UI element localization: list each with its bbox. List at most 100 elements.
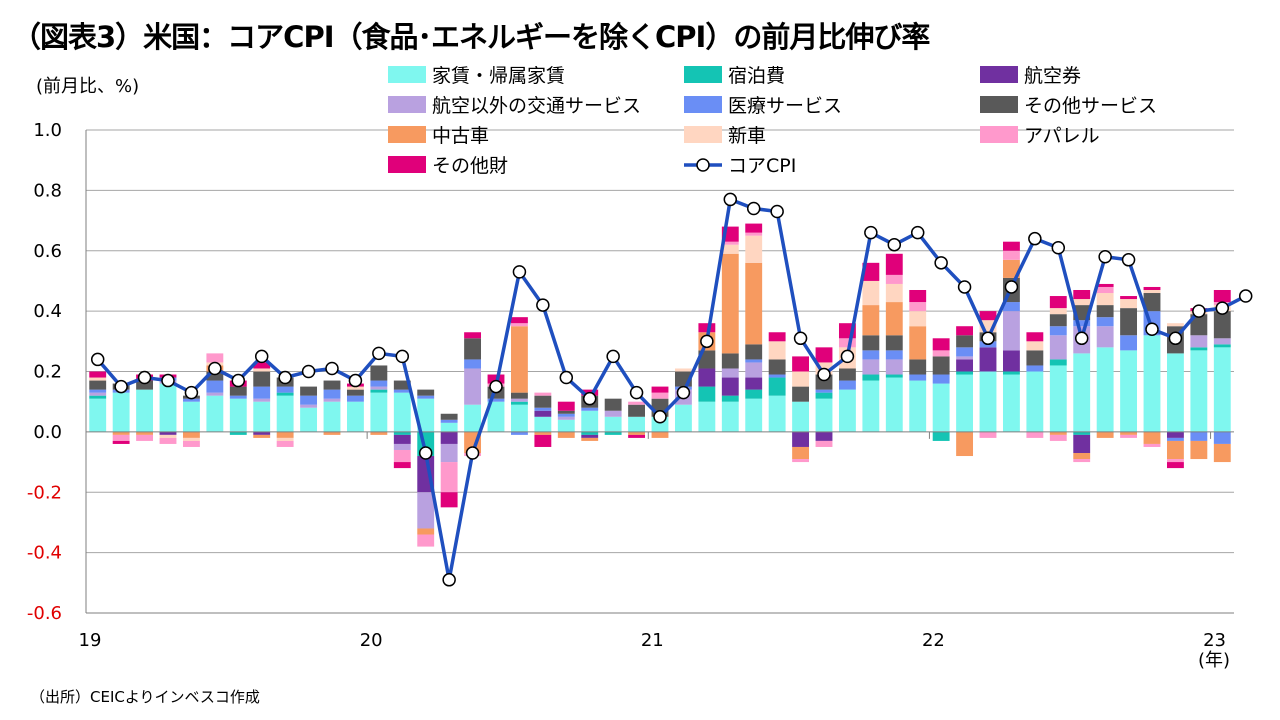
bar-segment	[651, 392, 669, 399]
bar-segment	[862, 335, 880, 351]
bar-segment	[745, 359, 763, 363]
core-cpi-point	[442, 573, 456, 587]
bar-segment	[932, 383, 950, 432]
bar-segment	[768, 341, 786, 360]
legend-swatch	[388, 156, 426, 173]
bar-segment	[1002, 259, 1020, 278]
bar-segment	[159, 437, 177, 444]
bar-segment	[440, 492, 458, 508]
bar-segment	[1120, 308, 1138, 336]
y-tick-label: 0.2	[33, 362, 62, 383]
bar-segment	[1213, 289, 1231, 303]
bar-segment	[1190, 335, 1208, 348]
bar-segment	[440, 413, 458, 420]
bar-segment	[745, 398, 763, 432]
core-cpi-point	[1215, 301, 1230, 315]
core-cpi-point	[1074, 331, 1089, 346]
bar-segment	[1190, 440, 1208, 460]
bar-segment	[89, 392, 107, 396]
bar-segment	[393, 389, 411, 393]
bar-segment	[909, 302, 927, 312]
bar-segment	[417, 398, 435, 432]
bar-segment	[581, 434, 599, 438]
bar-segment	[698, 350, 716, 369]
bar-segment	[862, 374, 880, 381]
bar-segment	[745, 235, 763, 263]
bar-segment	[745, 362, 763, 378]
bar-segment	[112, 392, 130, 432]
bar-segment	[1049, 314, 1067, 327]
bar-segment	[1002, 302, 1020, 312]
bar-segment	[1073, 453, 1091, 460]
core-cpi-point	[372, 346, 386, 361]
bar-segment	[323, 389, 341, 399]
core-cpi-point	[1145, 322, 1159, 336]
bar-segment	[721, 353, 739, 369]
bar-segment	[300, 404, 318, 408]
bar-segment	[604, 398, 622, 411]
bar-segment	[534, 395, 552, 408]
core-cpi-point	[418, 446, 433, 460]
bar-segment	[1190, 314, 1208, 336]
core-cpi-point	[137, 370, 152, 385]
bar-segment	[628, 401, 646, 405]
y-tick-label: 0.6	[33, 241, 62, 262]
y-tick-label: 1.0	[33, 120, 62, 141]
bar-segment	[510, 326, 528, 393]
core-cpi-point	[934, 256, 948, 270]
bar-segment	[768, 395, 786, 432]
bar-segment	[276, 392, 294, 396]
bar-segment	[1002, 241, 1020, 251]
bar-segment	[698, 368, 716, 387]
legend-label: 航空券	[1024, 65, 1081, 87]
bar-segment	[440, 419, 458, 423]
bar-segment	[323, 401, 341, 432]
core-cpi-point	[301, 364, 316, 379]
bar-segment	[1213, 311, 1231, 339]
bar-segment	[1143, 293, 1161, 312]
core-cpi-point	[208, 361, 222, 376]
bar-segment	[698, 401, 716, 432]
bar-segment	[464, 404, 482, 432]
x-tick-label: 21	[641, 630, 664, 651]
bar-segment	[1166, 431, 1184, 438]
bar-segment	[1166, 323, 1184, 327]
core-cpi-point	[582, 391, 597, 406]
x-tick-label: 20	[360, 630, 383, 651]
bar-segment	[534, 416, 552, 432]
bar-segment	[323, 398, 341, 402]
bar-segment	[370, 431, 388, 435]
bar-segment	[1049, 431, 1067, 435]
bar-segment	[792, 446, 810, 460]
y-tick-label: 0.8	[33, 180, 62, 201]
bar-segment	[253, 362, 271, 369]
bar-segment	[674, 404, 692, 432]
bar-segment	[1049, 326, 1067, 336]
core-cpi-point	[161, 373, 175, 388]
bar-segment	[1166, 353, 1184, 432]
core-cpi-point	[489, 379, 503, 394]
bar-segment	[956, 347, 974, 357]
bar-segment	[674, 368, 692, 372]
bar-segment	[370, 386, 388, 390]
x-axis-year-unit: (年)	[1198, 650, 1231, 671]
legend-label: アパレル	[1024, 125, 1100, 147]
legend-swatch	[980, 126, 1018, 143]
bar-segment	[206, 380, 224, 393]
bar-segment	[1073, 353, 1091, 432]
bar-segment	[89, 377, 107, 381]
bar-segment	[628, 416, 646, 432]
core-cpi-point	[231, 373, 246, 388]
bar-segment	[557, 410, 575, 414]
bar-segment	[440, 422, 458, 432]
bar-segment	[346, 389, 364, 396]
core-cpi-point	[723, 192, 738, 207]
bar-segment	[1096, 326, 1114, 348]
bar-segment	[464, 359, 482, 369]
bar-segment	[909, 289, 927, 303]
bar-segment	[628, 431, 646, 435]
bar-segment	[979, 311, 997, 321]
legend-label: 新車	[728, 125, 766, 147]
bar-segment	[581, 437, 599, 441]
bar-segment	[1002, 250, 1020, 260]
